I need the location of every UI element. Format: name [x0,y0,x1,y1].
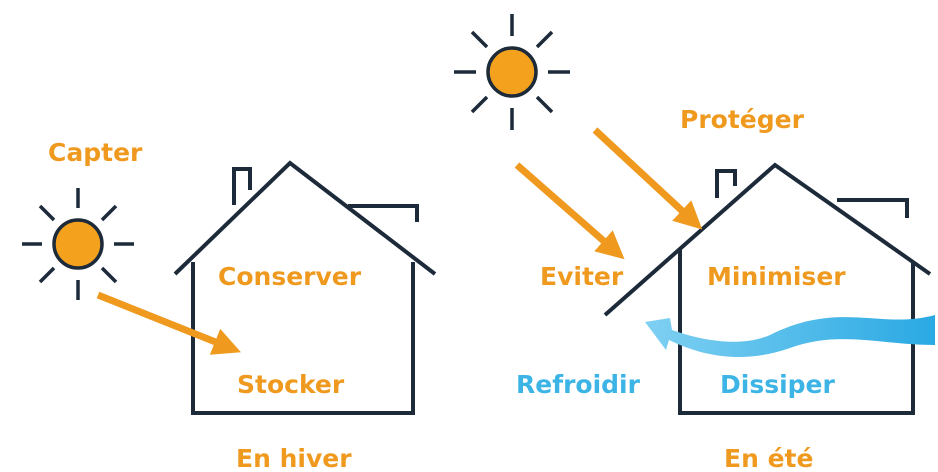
label: Eviter [540,262,624,291]
diagram: Capter Conserver Stocker En hiver Protég… [0,0,938,472]
label: Protéger [680,105,805,134]
summer-sun [454,14,570,130]
label: Dissiper [720,370,836,399]
summer-arrow [517,165,614,250]
label: Capter [48,138,143,167]
label: Refroidir [516,370,641,399]
summer-arrow [595,130,692,220]
caption: En hiver [236,444,352,472]
winter-arrow [98,295,228,347]
label: Conserver [218,262,362,291]
winter-sun [22,188,134,300]
label: Stocker [237,370,345,399]
airflow-arrow [645,315,935,357]
caption: En été [724,444,813,472]
label: Minimiser [707,262,846,291]
